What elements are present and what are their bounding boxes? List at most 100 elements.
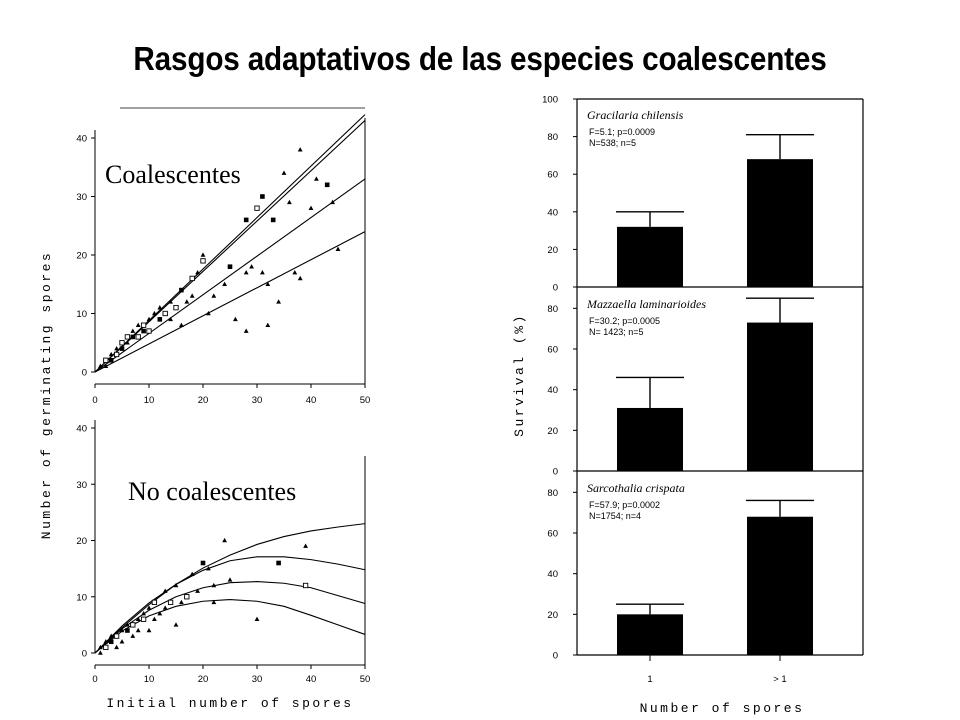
trend-line-1 xyxy=(94,114,366,373)
data-point-triangle xyxy=(135,627,141,633)
data-point-filled-square xyxy=(200,560,206,566)
data-point-triangle xyxy=(168,316,173,322)
x-axis-label: Initial number of spores xyxy=(106,696,353,711)
data-point-triangle xyxy=(243,269,249,275)
data-point-triangle xyxy=(98,650,103,655)
y-tick-label: 40 xyxy=(547,569,558,580)
data-point-filled-square xyxy=(157,317,163,322)
scatter-panel-no-coalescentes: 0 10 20 30 40 0 10 20 30 40 50 No coalescentes xyxy=(76,420,370,685)
stats-label: F=30.2; p=0.0005 xyxy=(589,316,660,326)
y-tick-label: 40 xyxy=(547,385,558,396)
species-label: Mazzaella laminarioides xyxy=(586,297,706,311)
data-point-triangle xyxy=(308,205,314,210)
data-point-triangle xyxy=(265,281,271,287)
data-point-open-square xyxy=(173,305,179,311)
trend-line-4 xyxy=(94,231,366,373)
y-tick-label: 20 xyxy=(547,610,558,621)
data-point-filled-square xyxy=(125,628,130,633)
data-point-triangle xyxy=(125,340,130,345)
data-point-triangle xyxy=(330,199,335,205)
species-label: Gracilaria chilensis xyxy=(587,108,684,122)
data-point-triangle xyxy=(119,627,125,633)
data-point-triangle xyxy=(114,346,119,351)
data-point-triangle xyxy=(233,316,238,322)
stats-label: F=57.9; p=0.0002 xyxy=(589,500,660,510)
data-point-open-square xyxy=(184,594,190,600)
y-tick-label: 0 xyxy=(82,649,87,660)
data-point-triangle xyxy=(297,147,303,152)
fit-curve-4 xyxy=(94,599,366,654)
bar-more-spores xyxy=(747,322,813,471)
data-point-triangle xyxy=(249,264,254,269)
data-point-triangle xyxy=(130,328,136,333)
data-point-triangle xyxy=(227,577,233,582)
fit-curve-3 xyxy=(94,581,366,654)
bar-more-spores xyxy=(747,516,813,655)
data-point-triangle xyxy=(103,363,109,368)
panel-label: No coalescentes xyxy=(128,477,296,506)
data-point-triangle xyxy=(276,299,281,304)
data-point-open-square xyxy=(103,357,109,363)
data-point-triangle xyxy=(195,269,200,275)
data-point-triangle xyxy=(103,639,109,644)
stats-label: F=5.1; p=0.0009 xyxy=(589,127,655,137)
x-tick-label: 50 xyxy=(360,674,371,685)
data-point-triangle xyxy=(162,605,168,610)
x-axis-label: Number of spores xyxy=(640,701,805,716)
data-point-triangle xyxy=(260,269,265,275)
data-point-open-square xyxy=(103,644,109,651)
y-tick-label: 60 xyxy=(547,170,558,181)
data-point-filled-square xyxy=(108,358,114,363)
stats-label: N=1754; n=4 xyxy=(589,511,641,521)
y-tick-label: 60 xyxy=(547,345,558,356)
page-title: Rasgos adaptativos de las especies coale… xyxy=(133,40,827,77)
y-tick-label: 10 xyxy=(76,309,87,320)
data-point-triangle xyxy=(157,305,163,310)
data-point-triangle xyxy=(130,633,136,638)
data-point-triangle xyxy=(173,582,179,588)
data-point-open-square xyxy=(200,258,206,264)
data-point-open-square xyxy=(151,599,158,606)
data-point-triangle xyxy=(211,599,217,605)
data-point-triangle xyxy=(189,293,195,298)
y-axis-label: Number of germinating spores xyxy=(39,251,54,539)
data-point-triangle xyxy=(281,170,287,175)
data-point-triangle xyxy=(168,299,173,304)
fit-curve-2 xyxy=(94,556,366,654)
data-point-triangle xyxy=(98,363,103,368)
data-point-triangle xyxy=(254,616,260,622)
y-tick-label: 40 xyxy=(76,424,87,435)
data-point-filled-square xyxy=(108,639,114,645)
y-tick-label: 40 xyxy=(547,207,558,218)
y-tick-label: 20 xyxy=(547,426,558,437)
data-point-filled-square xyxy=(119,346,125,351)
data-point-triangle xyxy=(222,537,227,543)
y-tick-label: 30 xyxy=(76,192,87,203)
stats-label: N= 1423; n=5 xyxy=(589,327,644,337)
y-tick-label: 10 xyxy=(76,592,87,603)
data-point-triangle xyxy=(98,644,103,650)
data-point-triangle xyxy=(335,246,341,251)
data-point-triangle xyxy=(314,176,319,181)
y-tick-label: 80 xyxy=(547,132,558,143)
data-point-triangle xyxy=(119,639,125,644)
y-tick-label: 60 xyxy=(547,529,558,540)
x-tick-label: 50 xyxy=(360,395,371,406)
x-tick-label: 10 xyxy=(144,395,155,406)
data-point-triangle xyxy=(200,252,206,257)
data-point-triangle xyxy=(189,571,195,577)
y-tick-label: 80 xyxy=(547,488,558,499)
data-point-triangle xyxy=(152,310,157,316)
data-point-filled-square xyxy=(141,328,146,334)
data-point-triangle xyxy=(114,644,119,650)
y-tick-label: 20 xyxy=(547,245,558,256)
x-tick-label: 1 xyxy=(647,674,652,685)
data-point-triangle xyxy=(184,299,190,304)
data-point-triangle xyxy=(206,310,211,316)
data-point-filled-square xyxy=(276,560,281,566)
data-point-triangle xyxy=(179,322,184,327)
x-tick-label: > 1 xyxy=(773,674,786,685)
x-tick-label: 30 xyxy=(252,395,263,406)
data-point-open-square xyxy=(124,334,131,340)
bar-panel-gracilaria: 0 20 40 60 80 100 Gracilaria chilensis F=5.1; p… xyxy=(542,95,863,294)
